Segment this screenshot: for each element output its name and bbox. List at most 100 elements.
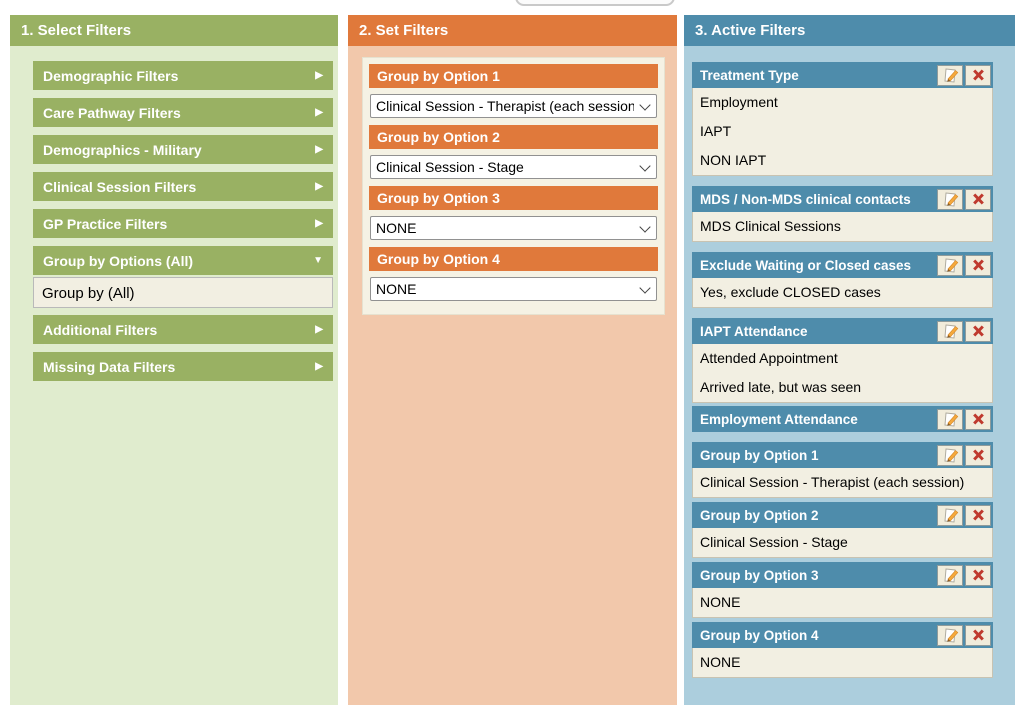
chevron-right-icon: ▶ <box>315 360 323 372</box>
active-filter-values: NONE <box>692 588 993 618</box>
edit-filter-button[interactable] <box>937 444 963 466</box>
sidebar-item-clinical-session-filters[interactable]: Clinical Session Filters ▶ <box>33 172 333 201</box>
active-filter-actions <box>935 188 991 210</box>
sidebar-item-label: Additional Filters <box>43 321 158 338</box>
active-filter-values: Attended Appointment Arrived late, but w… <box>692 344 993 403</box>
active-filter-group-mds-contacts: MDS / Non-MDS clinical contacts MDS Clin… <box>692 186 993 242</box>
close-icon <box>972 509 984 521</box>
active-filter-values: Yes, exclude CLOSED cases <box>692 278 993 308</box>
edit-filter-button[interactable] <box>937 254 963 276</box>
active-filter-title: Group by Option 4 <box>700 627 819 643</box>
remove-filter-button[interactable] <box>965 254 991 276</box>
active-filter-value: Clinical Session - Therapist (each sessi… <box>700 474 965 490</box>
edit-filter-button[interactable] <box>937 188 963 210</box>
active-filter-title: Treatment Type <box>700 67 799 83</box>
edit-filter-button[interactable] <box>937 408 963 430</box>
group-by-option-1-select[interactable]: Clinical Session - Therapist (each sessi… <box>370 94 657 118</box>
remove-filter-button[interactable] <box>965 624 991 646</box>
active-filter-header: Exclude Waiting or Closed cases <box>692 252 993 278</box>
chevron-right-icon: ▶ <box>315 217 323 229</box>
active-filter-value: IAPT <box>700 123 732 139</box>
edit-filter-button[interactable] <box>937 320 963 342</box>
active-filter-header: Group by Option 3 <box>692 562 993 588</box>
active-filter-value: NONE <box>700 594 741 610</box>
sidebar-item-additional-filters[interactable]: Additional Filters ▶ <box>33 315 333 344</box>
active-filter-title: MDS / Non-MDS clinical contacts <box>700 191 911 207</box>
edit-filter-button[interactable] <box>937 504 963 526</box>
group-by-option-3-select[interactable]: NONE <box>370 216 657 240</box>
active-filter-header: IAPT Attendance <box>692 318 993 344</box>
active-filter-value: Attended Appointment <box>700 350 838 366</box>
sidebar-subitem-group-by-all[interactable]: Group by (All) <box>33 277 333 308</box>
sidebar-item-gp-practice-filters[interactable]: GP Practice Filters ▶ <box>33 209 333 238</box>
remove-filter-button[interactable] <box>965 320 991 342</box>
sidebar-item-label: Clinical Session Filters <box>43 178 197 195</box>
remove-filter-button[interactable] <box>965 64 991 86</box>
active-filter-value: Clinical Session - Stage <box>700 534 848 550</box>
chevron-right-icon: ▶ <box>315 69 323 81</box>
chevron-right-icon: ▶ <box>315 180 323 192</box>
set-filters-form: Group by Option 1 Clinical Session - The… <box>362 57 665 315</box>
edit-filter-button[interactable] <box>937 624 963 646</box>
group-by-option-2-header: Group by Option 2 <box>369 125 658 149</box>
close-icon <box>972 629 984 641</box>
active-filters-list: Treatment Type Employment IAPT NON IAPT <box>684 46 1015 678</box>
edit-filter-button[interactable] <box>937 564 963 586</box>
group-by-option-2-select-wrap: Clinical Session - Stage <box>370 155 657 179</box>
group-by-option-2-select[interactable]: Clinical Session - Stage <box>370 155 657 179</box>
remove-filter-button[interactable] <box>965 408 991 430</box>
active-filter-title: IAPT Attendance <box>700 323 808 339</box>
edit-filter-button[interactable] <box>937 64 963 86</box>
active-filter-actions <box>935 564 991 586</box>
select-filters-list: Demographic Filters ▶ Care Pathway Filte… <box>10 46 338 381</box>
active-filter-title: Group by Option 3 <box>700 567 819 583</box>
active-filter-value: Yes, exclude CLOSED cases <box>700 284 881 300</box>
active-filter-actions <box>935 320 991 342</box>
remove-filter-button[interactable] <box>965 444 991 466</box>
active-filter-values: NONE <box>692 648 993 678</box>
top-partial-button[interactable] <box>515 0 675 6</box>
set-filters-title: 2. Set Filters <box>348 15 677 46</box>
sidebar-item-label: Care Pathway Filters <box>43 104 181 121</box>
sidebar-item-demographic-filters[interactable]: Demographic Filters ▶ <box>33 61 333 90</box>
edit-icon <box>943 323 958 339</box>
active-filter-actions <box>935 64 991 86</box>
group-by-option-4-header: Group by Option 4 <box>369 247 658 271</box>
active-filter-actions <box>935 444 991 466</box>
active-filter-group-treatment-type: Treatment Type Employment IAPT NON IAPT <box>692 62 993 176</box>
edit-icon <box>943 411 958 427</box>
active-filter-group-group-by-4: Group by Option 4 NONE <box>692 622 993 678</box>
active-filter-header: Employment Attendance <box>692 406 993 432</box>
active-filter-group-exclude-closed: Exclude Waiting or Closed cases Yes, exc… <box>692 252 993 308</box>
active-filter-header: Group by Option 2 <box>692 502 993 528</box>
active-filter-actions <box>935 254 991 276</box>
active-filter-group-group-by-1: Group by Option 1 Clinical Session - The… <box>692 442 993 498</box>
active-filter-value: NONE <box>700 654 741 670</box>
active-filter-group-group-by-2: Group by Option 2 Clinical Session - Sta… <box>692 502 993 558</box>
chevron-right-icon: ▶ <box>315 143 323 155</box>
remove-filter-button[interactable] <box>965 504 991 526</box>
sidebar-item-demographics-military[interactable]: Demographics - Military ▶ <box>33 135 333 164</box>
remove-filter-button[interactable] <box>965 564 991 586</box>
close-icon <box>972 569 984 581</box>
active-filter-values: MDS Clinical Sessions <box>692 212 993 242</box>
sidebar-item-label: Group by Options (All) <box>43 252 194 269</box>
active-filter-header: MDS / Non-MDS clinical contacts <box>692 186 993 212</box>
sidebar-item-missing-data-filters[interactable]: Missing Data Filters ▶ <box>33 352 333 381</box>
active-filter-value: NON IAPT <box>700 152 767 168</box>
active-filter-title: Group by Option 2 <box>700 507 819 523</box>
active-filter-values: Clinical Session - Therapist (each sessi… <box>692 468 993 498</box>
sidebar-item-group-by-options[interactable]: Group by Options (All) ▼ <box>33 246 333 275</box>
edit-icon <box>943 257 958 273</box>
active-filters-title: 3. Active Filters <box>684 15 1015 46</box>
active-filter-value: MDS Clinical Sessions <box>700 218 841 234</box>
active-filter-actions <box>935 624 991 646</box>
active-filter-values: Clinical Session - Stage <box>692 528 993 558</box>
chevron-down-icon: ▼ <box>313 254 323 266</box>
remove-filter-button[interactable] <box>965 188 991 210</box>
sidebar-item-care-pathway-filters[interactable]: Care Pathway Filters ▶ <box>33 98 333 127</box>
group-by-option-4-select[interactable]: NONE <box>370 277 657 301</box>
active-filters-panel: 3. Active Filters Treatment Type Employm… <box>684 15 1015 705</box>
group-by-option-3-header: Group by Option 3 <box>369 186 658 210</box>
close-icon <box>972 325 984 337</box>
